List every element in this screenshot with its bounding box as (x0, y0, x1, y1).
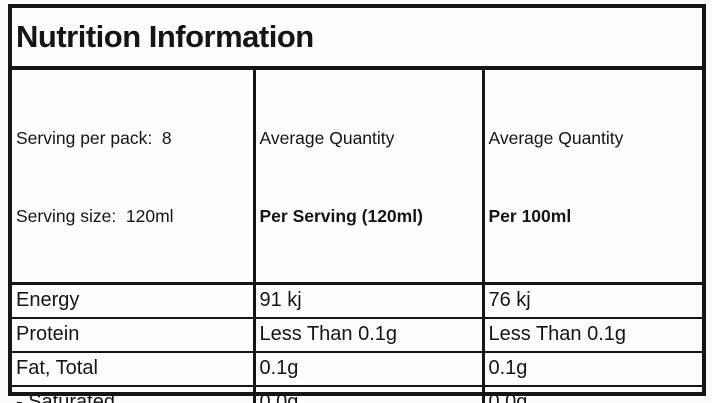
serving-info-cell: Serving per pack: 8 Serving size: 120ml (12, 70, 255, 285)
per-serving-header-line1: Average Quantity (259, 127, 395, 148)
per-100ml-value: 0.0g (481, 384, 702, 403)
per-serving-value: Less Than 0.1g (252, 316, 484, 353)
per-100ml-header-cell: Average Quantity Per 100ml (481, 70, 702, 285)
table-row: Energy 91 kj 76 kj (12, 282, 702, 319)
table-row: Protein Less Than 0.1g Less Than 0.1g (12, 316, 702, 353)
nutrition-label: Nutrition Information Serving per pack: … (8, 4, 706, 403)
per-serving-value: 0.0g (252, 384, 484, 403)
per-100ml-header-line2: Per 100ml (488, 206, 572, 227)
per-100ml-header-line1: Average Quantity (488, 127, 624, 148)
label-title: Nutrition Information (12, 8, 702, 70)
nutrition-table: Serving per pack: 8 Serving size: 120ml … (12, 70, 702, 403)
per-serving-value: 91 kj (252, 282, 484, 319)
table-header-row: Serving per pack: 8 Serving size: 120ml … (12, 70, 702, 285)
per-100ml-value: Less Than 0.1g (481, 316, 702, 353)
per-100ml-value: 76 kj (481, 282, 702, 319)
per-100ml-value: 0.1g (481, 350, 702, 387)
table-row: Fat, Total 0.1g 0.1g (12, 350, 702, 387)
nutrient-name: Protein (12, 316, 255, 353)
serving-size: Serving size: 120ml (16, 206, 174, 227)
per-serving-value: 0.1g (252, 350, 484, 387)
per-serving-header-line2: Per Serving (120ml) (259, 206, 423, 227)
nutrient-name: Fat, Total (12, 350, 255, 387)
nutrient-name: Energy (12, 282, 255, 319)
per-serving-header-cell: Average Quantity Per Serving (120ml) (252, 70, 484, 285)
table-row: - Saturated 0.0g 0.0g (12, 384, 702, 403)
nutrient-name: - Saturated (12, 384, 255, 403)
serving-per-pack: Serving per pack: 8 (16, 127, 172, 148)
